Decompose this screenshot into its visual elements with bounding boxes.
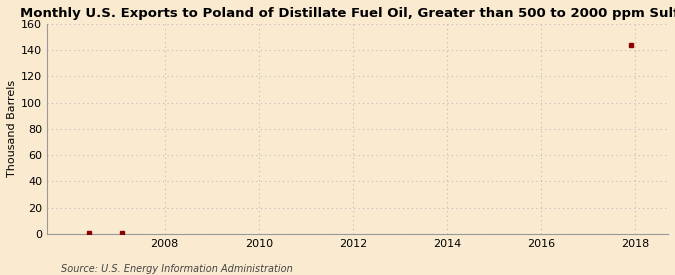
Text: Source: U.S. Energy Information Administration: Source: U.S. Energy Information Administ… (61, 264, 292, 274)
Title: Monthly U.S. Exports to Poland of Distillate Fuel Oil, Greater than 500 to 2000 : Monthly U.S. Exports to Poland of Distil… (20, 7, 675, 20)
Y-axis label: Thousand Barrels: Thousand Barrels (7, 80, 17, 177)
